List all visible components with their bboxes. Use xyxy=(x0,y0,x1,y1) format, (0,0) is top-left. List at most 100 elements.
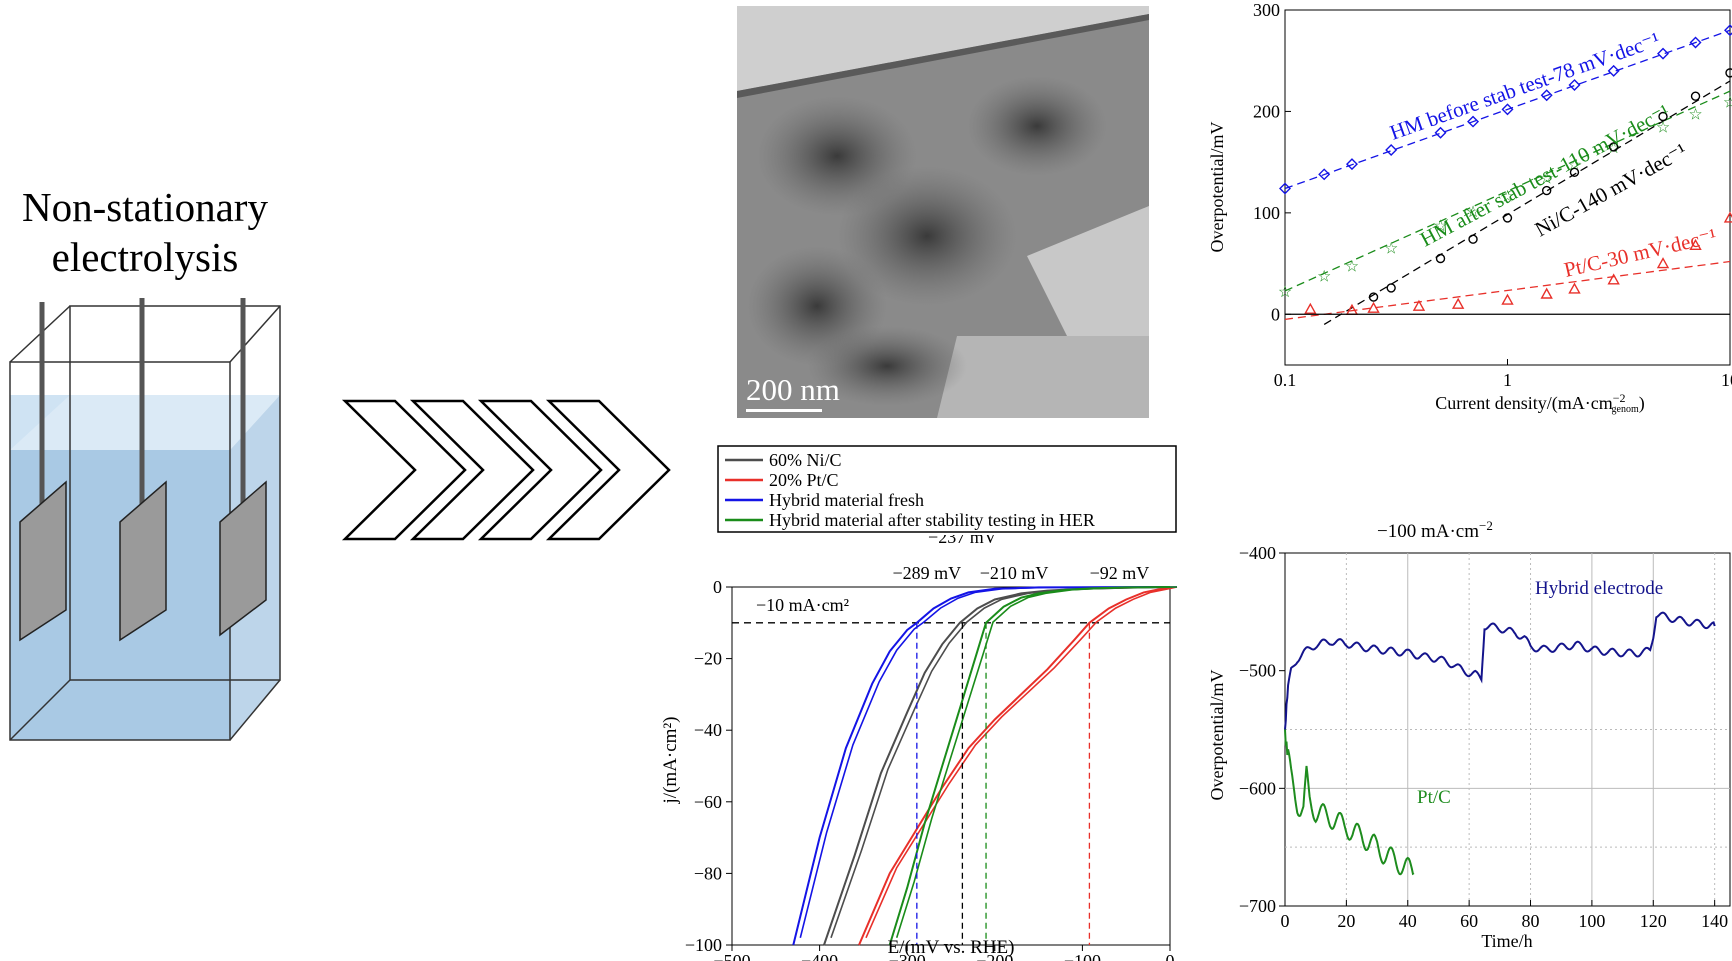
data-point: ☆ xyxy=(1688,106,1702,123)
data-point: ☆ xyxy=(1384,240,1398,257)
y-tick-label: −20 xyxy=(694,649,722,669)
legend-entry: Hybrid material fresh xyxy=(769,490,924,510)
electrode-rods xyxy=(39,298,246,505)
y-tick-label: 0 xyxy=(713,577,722,597)
legend-entry: 20% Pt/C xyxy=(769,470,839,490)
data-point xyxy=(1541,185,1552,196)
y-tick-label: 100 xyxy=(1253,203,1280,223)
x-tick-label: 40 xyxy=(1399,911,1417,931)
figure-title: Non-stationary electrolysis xyxy=(0,182,290,282)
threshold-label: −210 mV xyxy=(980,563,1049,583)
series-line-return xyxy=(799,586,1178,938)
threshold-label: −289 mV xyxy=(893,563,962,583)
stability-chart: 0 20 40 60 80 100 120 140 −400 −500 −600 −700 −100 … xyxy=(1207,518,1731,951)
data-point xyxy=(1656,257,1670,269)
x-tick-label: 1 xyxy=(1503,370,1512,390)
y-tick-label: −100 xyxy=(685,935,722,955)
legend-entry: Hybrid material after stability testing … xyxy=(769,510,1095,530)
y-tick-label: 300 xyxy=(1253,0,1280,20)
data-point xyxy=(1540,89,1553,102)
y-tick-label: 0 xyxy=(1271,304,1280,324)
x-tick-label: 60 xyxy=(1460,911,1478,931)
data-point: ☆ xyxy=(1278,284,1292,301)
data-point xyxy=(1568,79,1581,92)
data-point xyxy=(1502,213,1513,223)
y-tick-label: −80 xyxy=(694,863,722,883)
polarization-chart: −10 mA·cm² −289 mV −237 mV −210 mV −92 mV −… xyxy=(660,535,1178,961)
series-line xyxy=(792,586,1171,946)
data-point xyxy=(1607,273,1620,285)
fit-line xyxy=(1284,260,1731,321)
y-tick-label: −700 xyxy=(1239,896,1276,916)
scale-bar xyxy=(746,409,822,412)
data-point xyxy=(1723,211,1732,223)
chart-title: −100 mA·cm−2 xyxy=(1377,518,1493,542)
data-point xyxy=(1367,301,1380,313)
reference-line-label: −10 mA·cm² xyxy=(756,595,849,615)
data-point xyxy=(1540,287,1553,299)
x-axis-label: E/(mV vs. RHE) xyxy=(888,937,1015,958)
y-axis-label: j/(mA·cm²) xyxy=(660,717,681,805)
x-axis-label: Current density/(mA·cm−2 genom) xyxy=(1435,391,1644,415)
series-line-return xyxy=(830,586,1178,939)
chevron-arrow-icon xyxy=(477,399,603,541)
y-tick-label: −40 xyxy=(694,720,722,740)
x-tick-label: 10 xyxy=(1721,370,1732,390)
data-point: ☆ xyxy=(1656,120,1670,137)
data-point xyxy=(1501,293,1514,305)
x-tick-label: 80 xyxy=(1522,911,1540,931)
title-line-2: electrolysis xyxy=(51,234,239,280)
series-label: Pt/C xyxy=(1417,787,1451,808)
process-arrows xyxy=(341,399,671,541)
series-line-return xyxy=(895,586,1178,939)
data-point xyxy=(1689,238,1702,251)
chart-title-sup: −2 xyxy=(1479,518,1493,533)
data-point xyxy=(1386,283,1396,293)
y-tick-label: −400 xyxy=(1239,543,1276,563)
data-point xyxy=(1435,253,1446,264)
x-tick-label: 0 xyxy=(1166,951,1175,961)
y-axis-label: Overpotential/mV xyxy=(1207,670,1227,801)
electrolysis-cell-illustration xyxy=(9,298,281,741)
series-line xyxy=(1284,729,1415,876)
data-point: ☆ xyxy=(1500,189,1514,206)
x-tick-label: 20 xyxy=(1337,911,1355,931)
data-point xyxy=(1385,143,1398,156)
x-tick-label: 0.1 xyxy=(1274,370,1297,390)
series-label: Hybrid electrode xyxy=(1535,578,1663,599)
data-point xyxy=(1607,64,1620,77)
scale-bar-label: 200 nm xyxy=(746,372,840,407)
fit-line xyxy=(1284,90,1731,292)
data-point xyxy=(1569,167,1580,177)
x-axis-label: Time/h xyxy=(1481,931,1532,951)
y-tick-label: −600 xyxy=(1239,778,1276,798)
series-line-return xyxy=(865,586,1178,939)
data-point: ☆ xyxy=(1466,204,1480,221)
data-point: ☆ xyxy=(1317,269,1331,286)
series-line xyxy=(888,586,1171,946)
chevron-arrow-icon xyxy=(341,399,467,541)
threshold-label: −92 mV xyxy=(1090,563,1150,583)
electrode-plates xyxy=(19,480,267,642)
data-point xyxy=(1304,302,1317,314)
x-tick-label: 0 xyxy=(1281,911,1290,931)
electrolyte-top-surface xyxy=(10,395,280,450)
data-point xyxy=(1467,115,1480,128)
x-tick-label: −300 xyxy=(889,951,926,961)
data-point: ☆ xyxy=(1723,94,1732,111)
data-point xyxy=(1318,168,1331,181)
series-line xyxy=(858,586,1171,946)
data-point xyxy=(1657,47,1670,60)
x-axis-label-tail: ) xyxy=(1639,393,1645,414)
data-point xyxy=(1689,36,1702,49)
y-tick-label: −500 xyxy=(1239,661,1276,681)
y-axis-label: Overpotential/mV xyxy=(1207,122,1227,253)
x-axis-label-sub: genom xyxy=(1612,404,1639,415)
data-point xyxy=(1690,91,1701,101)
data-point xyxy=(1451,297,1465,309)
data-point xyxy=(1468,234,1478,244)
data-point xyxy=(1345,158,1358,171)
x-tick-label: −500 xyxy=(713,951,750,961)
